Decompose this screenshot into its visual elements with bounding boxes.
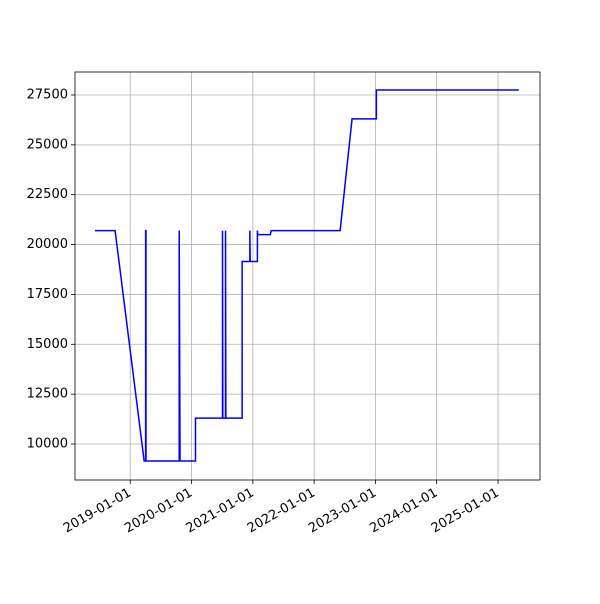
- y-tick-label: 25000: [27, 137, 68, 152]
- y-tick-label: 15000: [27, 337, 68, 352]
- y-tick-label: 27500: [27, 87, 68, 102]
- y-tick-label: 10000: [27, 437, 68, 452]
- y-tick-label: 20000: [27, 237, 68, 252]
- y-tick-label: 22500: [27, 187, 68, 202]
- y-tick-label: 12500: [27, 387, 68, 402]
- y-tick-label: 17500: [27, 287, 68, 302]
- plot-frame: [74, 71, 541, 481]
- data-line: [94, 89, 519, 462]
